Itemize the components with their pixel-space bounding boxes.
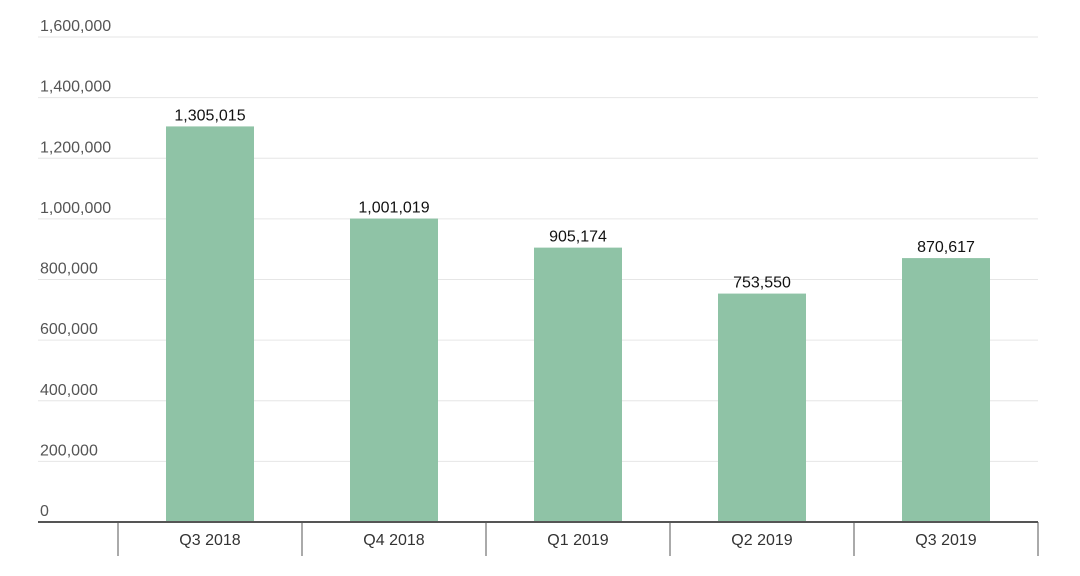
bar <box>902 258 990 522</box>
y-tick-label: 800,000 <box>40 261 98 278</box>
bar-value-label: 1,001,019 <box>358 200 429 217</box>
bar <box>534 247 622 522</box>
y-tick-label: 200,000 <box>40 442 98 459</box>
x-tick-label: Q3 2019 <box>915 532 976 549</box>
x-tick-label: Q3 2018 <box>179 532 240 549</box>
bar-value-label: 753,550 <box>733 275 791 292</box>
y-tick-label: 600,000 <box>40 321 98 338</box>
bar <box>350 218 438 523</box>
y-tick-label: 1,400,000 <box>40 79 111 96</box>
y-tick-label: 0 <box>40 503 49 520</box>
y-axis-tick-labels: 0 200,000 400,000 600,000 800,000 1,000,000 1,… <box>40 18 111 520</box>
x-axis: Q3 2018 Q4 2018 Q1 2019 Q2 2019 Q3 2019 <box>38 521 1039 556</box>
y-tick-label: 1,000,000 <box>40 200 111 217</box>
bar-value-label: 1,305,015 <box>174 107 245 124</box>
x-tick-label: Q4 2018 <box>363 532 424 549</box>
data-labels: 1,305,015 1,001,019 905,174 753,550 870,617 <box>174 107 975 291</box>
bar <box>718 293 806 522</box>
bars <box>166 126 990 523</box>
y-tick-label: 1,600,000 <box>40 18 111 35</box>
x-tick-label: Q1 2019 <box>547 532 608 549</box>
x-tick-label: Q2 2019 <box>731 532 792 549</box>
y-tick-label: 1,200,000 <box>40 139 111 156</box>
y-tick-label: 400,000 <box>40 382 98 399</box>
bar <box>166 126 254 522</box>
bar-value-label: 870,617 <box>917 239 975 256</box>
bar-value-label: 905,174 <box>549 229 607 246</box>
